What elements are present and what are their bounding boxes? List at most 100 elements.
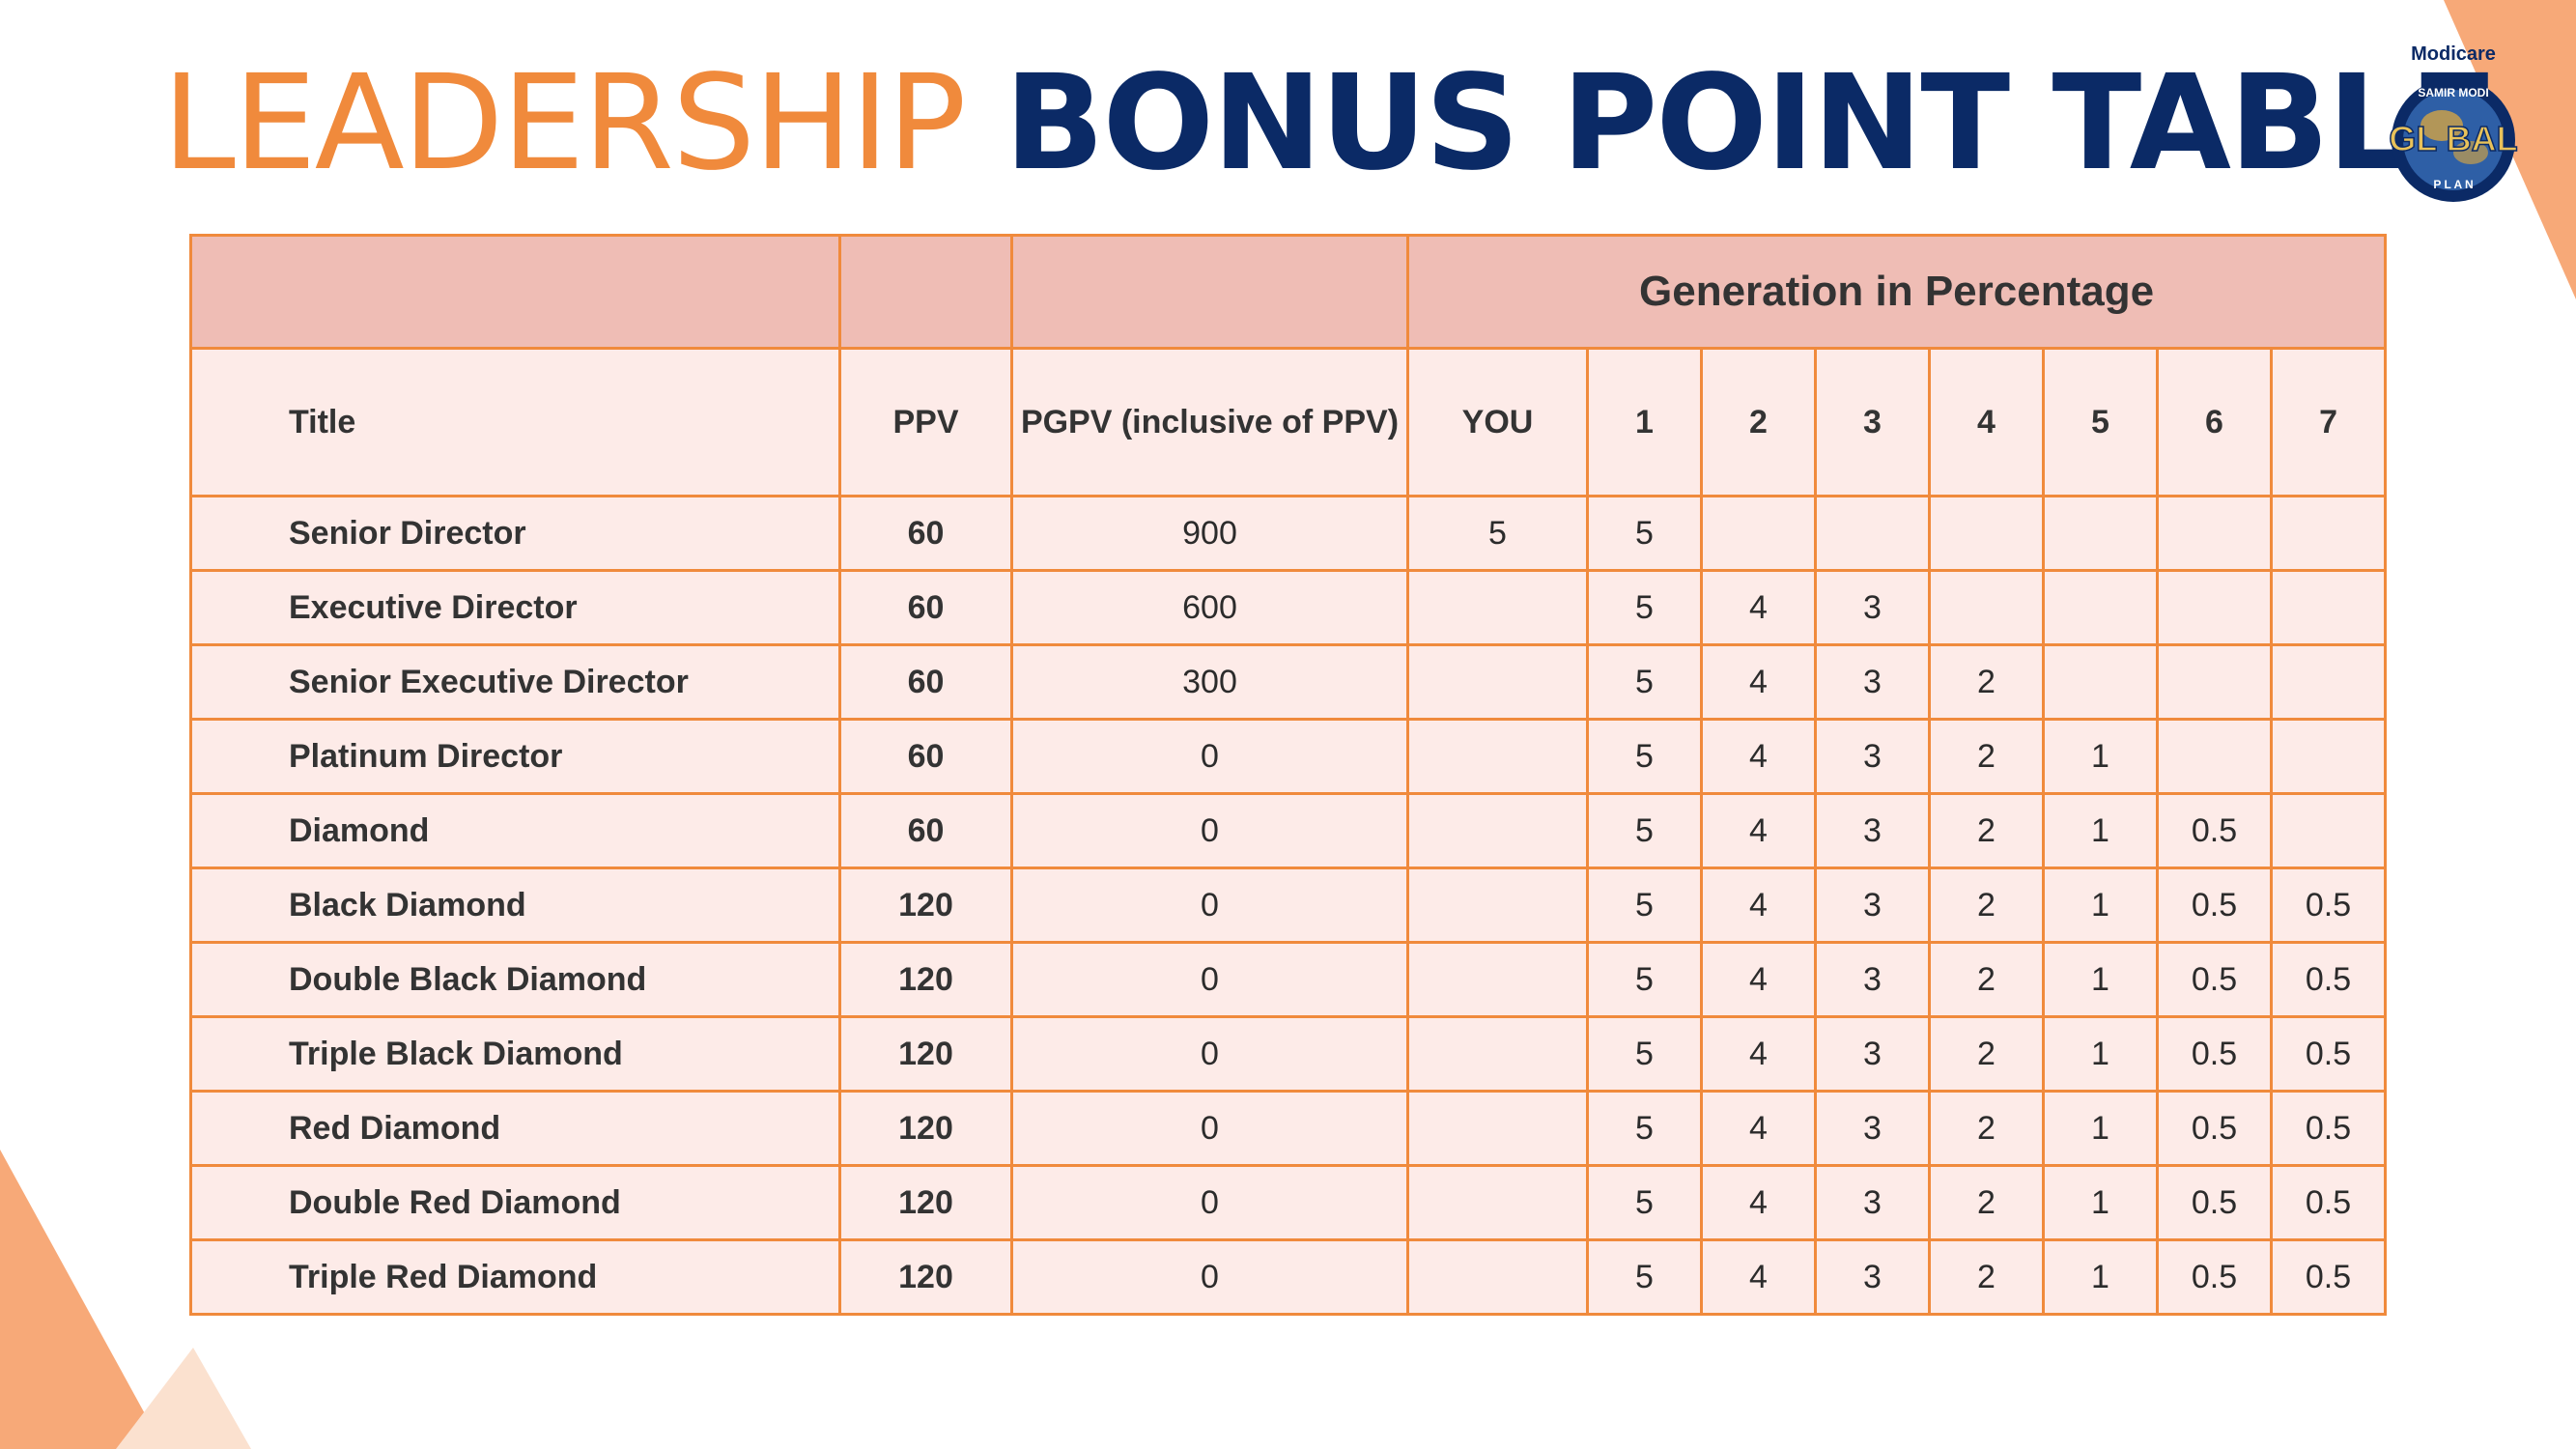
column-header-gen-1: 1 <box>1586 347 1703 497</box>
cell-you <box>1406 569 1589 646</box>
cell-gen-6: 0.5 <box>2156 1090 2273 1167</box>
cell-gen-7 <box>2269 643 2388 721</box>
cell-title: Double Red Diamond <box>189 1164 841 1241</box>
cell-you <box>1406 643 1589 721</box>
cell-gen-1: 5 <box>1586 1090 1703 1167</box>
column-header-gen-6: 6 <box>2156 347 2273 497</box>
cell-gen-7: 0.5 <box>2269 1238 2388 1316</box>
logo-word: GL BAL <box>2389 119 2517 158</box>
table-row: Double Red Diamond 120 0 5 4 3 2 1 0.5 0.5 <box>189 1164 2388 1241</box>
cell-gen-5: 1 <box>2042 1164 2159 1241</box>
cell-gen-1: 5 <box>1586 1238 1703 1316</box>
table-row: Executive Director 60 600 5 4 3 <box>189 569 2388 646</box>
cell-gen-4: 2 <box>1928 1238 2045 1316</box>
cell-title: Red Diamond <box>189 1090 841 1167</box>
cell-gen-1: 5 <box>1586 1164 1703 1241</box>
cell-gen-3: 3 <box>1814 1164 1931 1241</box>
cell-gen-3: 3 <box>1814 718 1931 795</box>
cell-ppv: 60 <box>838 569 1013 646</box>
cell-gen-4: 2 <box>1928 1164 2045 1241</box>
cell-pgpv: 0 <box>1010 867 1409 944</box>
column-header-ppv: PPV <box>838 347 1013 497</box>
cell-gen-3: 3 <box>1814 1238 1931 1316</box>
cell-gen-5: 1 <box>2042 1090 2159 1167</box>
title-bonus-point-table: BONUS POINT TABLE <box>1004 47 2499 200</box>
page-title: LEADERSHIP BONUS POINT TABLE <box>162 46 2499 201</box>
cell-ppv: 120 <box>838 1164 1013 1241</box>
cell-gen-3: 3 <box>1814 867 1931 944</box>
cell-gen-2: 4 <box>1700 1164 1817 1241</box>
column-header-row: Title PPV PGPV (inclusive of PPV) YOU 1 … <box>189 347 2388 497</box>
cell-gen-3 <box>1814 495 1931 572</box>
cell-gen-3: 3 <box>1814 941 1931 1018</box>
cell-ppv: 60 <box>838 718 1013 795</box>
cell-gen-6: 0.5 <box>2156 792 2273 869</box>
cell-gen-4 <box>1928 495 2045 572</box>
title-leadership: LEADERSHIP <box>162 47 967 200</box>
group-header-row: Generation in Percentage <box>189 234 2388 350</box>
blank-header-cell <box>838 234 1013 350</box>
cell-gen-1: 5 <box>1586 941 1703 1018</box>
cell-gen-2 <box>1700 495 1817 572</box>
cell-gen-5 <box>2042 643 2159 721</box>
cell-gen-5 <box>2042 569 2159 646</box>
cell-gen-7: 0.5 <box>2269 1090 2388 1167</box>
cell-you <box>1406 1238 1589 1316</box>
cell-gen-1: 5 <box>1586 867 1703 944</box>
cell-title: Black Diamond <box>189 867 841 944</box>
cell-gen-1: 5 <box>1586 718 1703 795</box>
blank-header-cell <box>1010 234 1409 350</box>
cell-you <box>1406 1164 1589 1241</box>
table-row: Triple Red Diamond 120 0 5 4 3 2 1 0.5 0.5 <box>189 1238 2388 1316</box>
cell-title: Triple Red Diamond <box>189 1238 841 1316</box>
cell-ppv: 60 <box>838 495 1013 572</box>
bonus-point-table: Generation in Percentage Title PPV PGPV … <box>189 234 2388 1316</box>
cell-gen-7 <box>2269 718 2388 795</box>
cell-gen-5 <box>2042 495 2159 572</box>
cell-gen-4: 2 <box>1928 941 2045 1018</box>
cell-gen-4: 2 <box>1928 643 2045 721</box>
cell-you <box>1406 1090 1589 1167</box>
cell-gen-7: 0.5 <box>2269 867 2388 944</box>
cell-you <box>1406 867 1589 944</box>
cell-ppv: 120 <box>838 1090 1013 1167</box>
cell-gen-4: 2 <box>1928 1090 2045 1167</box>
cell-gen-7: 0.5 <box>2269 941 2388 1018</box>
cell-gen-5: 1 <box>2042 1015 2159 1093</box>
cell-gen-2: 4 <box>1700 792 1817 869</box>
cell-gen-4: 2 <box>1928 718 2045 795</box>
cell-ppv: 120 <box>838 1015 1013 1093</box>
cell-gen-5: 1 <box>2042 718 2159 795</box>
samir-modi-global-plan-logo: Modicare SAMIR MODI GL BAL P L A N <box>2389 43 2518 202</box>
column-header-gen-3: 3 <box>1814 347 1931 497</box>
cell-gen-7 <box>2269 792 2388 869</box>
cell-pgpv: 900 <box>1010 495 1409 572</box>
column-header-gen-7: 7 <box>2269 347 2388 497</box>
cell-gen-2: 4 <box>1700 867 1817 944</box>
table-row: Black Diamond 120 0 5 4 3 2 1 0.5 0.5 <box>189 867 2388 944</box>
column-header-you: YOU <box>1406 347 1589 497</box>
cell-pgpv: 0 <box>1010 1090 1409 1167</box>
cell-title: Platinum Director <box>189 718 841 795</box>
cell-gen-5: 1 <box>2042 867 2159 944</box>
cell-gen-2: 4 <box>1700 941 1817 1018</box>
cell-gen-6: 0.5 <box>2156 1164 2273 1241</box>
cell-pgpv: 600 <box>1010 569 1409 646</box>
cell-ppv: 120 <box>838 867 1013 944</box>
cell-gen-5: 1 <box>2042 1238 2159 1316</box>
cell-title: Triple Black Diamond <box>189 1015 841 1093</box>
cell-gen-6: 0.5 <box>2156 941 2273 1018</box>
cell-gen-6 <box>2156 495 2273 572</box>
cell-gen-3: 3 <box>1814 1015 1931 1093</box>
table-row: Red Diamond 120 0 5 4 3 2 1 0.5 0.5 <box>189 1090 2388 1167</box>
column-header-title: Title <box>189 347 841 497</box>
cell-ppv: 60 <box>838 792 1013 869</box>
cell-gen-7 <box>2269 569 2388 646</box>
cell-gen-6: 0.5 <box>2156 1238 2273 1316</box>
cell-gen-7: 0.5 <box>2269 1015 2388 1093</box>
cell-pgpv: 0 <box>1010 718 1409 795</box>
cell-gen-4 <box>1928 569 2045 646</box>
table-row: Senior Director 60 900 5 5 <box>189 495 2388 572</box>
column-header-gen-4: 4 <box>1928 347 2045 497</box>
cell-gen-4: 2 <box>1928 1015 2045 1093</box>
